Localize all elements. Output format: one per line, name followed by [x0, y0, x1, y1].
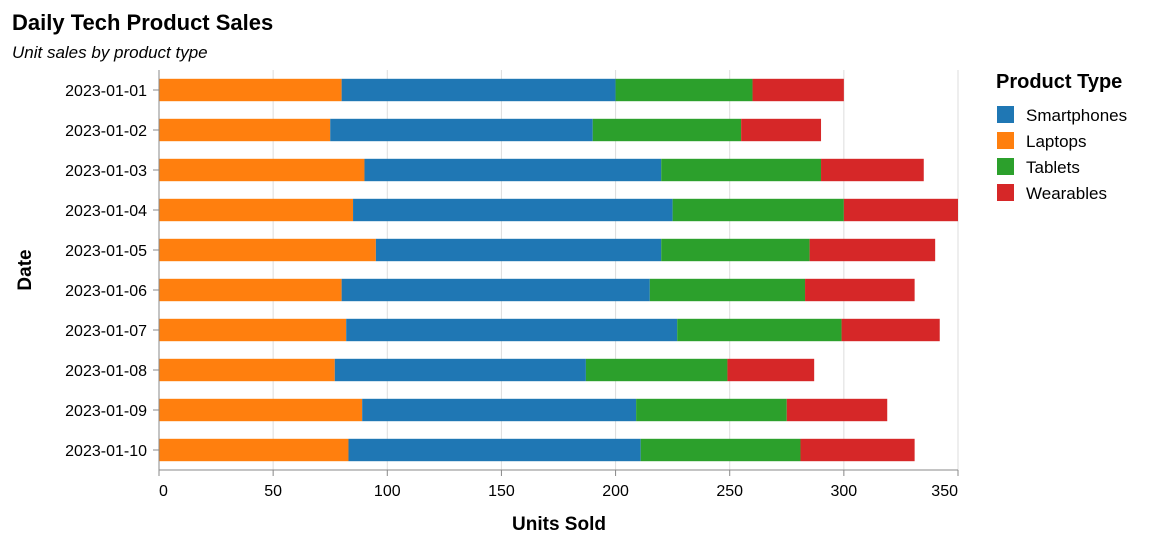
bar-tablets-2023-01-01: [615, 78, 753, 102]
bars: [159, 78, 958, 462]
bar-laptops-2023-01-01: [159, 78, 342, 102]
bar-wearables-2023-01-10: [800, 438, 915, 462]
legend-swatch-wearables: [997, 184, 1014, 201]
bar-smartphones-2023-01-04: [353, 198, 673, 222]
bar-tablets-2023-01-06: [649, 278, 806, 302]
y-tick-label: 2023-01-09: [65, 403, 147, 420]
legend: Product Type Smartphones Laptops Tablets We…: [996, 71, 1127, 203]
bar-smartphones-2023-01-10: [348, 438, 641, 462]
y-tick-label: 2023-01-07: [65, 323, 147, 340]
bar-tablets-2023-01-09: [636, 398, 787, 422]
y-axis-title: Date: [15, 249, 36, 290]
bar-wearables-2023-01-07: [841, 318, 940, 342]
bar-laptops-2023-01-08: [159, 358, 335, 382]
bar-smartphones-2023-01-08: [334, 358, 586, 382]
bar-tablets-2023-01-02: [592, 118, 742, 142]
chart-title: Daily Tech Product Sales: [12, 10, 273, 35]
bar-tablets-2023-01-07: [677, 318, 842, 342]
bar-laptops-2023-01-10: [159, 438, 349, 462]
bar-tablets-2023-01-08: [585, 358, 728, 382]
bar-smartphones-2023-01-03: [364, 158, 662, 182]
bar-wearables-2023-01-09: [786, 398, 888, 422]
bar-laptops-2023-01-06: [159, 278, 342, 302]
x-axis-title: Units Sold: [512, 514, 606, 535]
y-tick-label: 2023-01-04: [65, 203, 147, 220]
bar-laptops-2023-01-03: [159, 158, 365, 182]
x-tick-label: 200: [602, 483, 629, 500]
bar-laptops-2023-01-07: [159, 318, 347, 342]
legend-swatch-smartphones: [997, 106, 1014, 123]
x-tick-label: 300: [831, 483, 858, 500]
x-axis: 0 50 100 150 200 250 300 350: [158, 469, 959, 500]
y-tick-label: 2023-01-08: [65, 363, 147, 380]
bar-tablets-2023-01-10: [640, 438, 801, 462]
bar-smartphones-2023-01-06: [341, 278, 650, 302]
y-tick-label: 2023-01-03: [65, 163, 147, 180]
bar-laptops-2023-01-02: [159, 118, 331, 142]
bar-wearables-2023-01-06: [805, 278, 915, 302]
x-tick-label: 350: [931, 483, 958, 500]
bar-wearables-2023-01-02: [741, 118, 822, 142]
y-tick-label: 2023-01-10: [65, 443, 147, 460]
bar-tablets-2023-01-04: [672, 198, 844, 222]
x-tick-label: 250: [716, 483, 743, 500]
bar-laptops-2023-01-09: [159, 398, 363, 422]
legend-label-laptops: Laptops: [1026, 132, 1087, 151]
legend-swatch-laptops: [997, 132, 1014, 149]
bar-tablets-2023-01-03: [661, 158, 822, 182]
bar-smartphones-2023-01-05: [375, 238, 662, 262]
x-tick-label: 150: [488, 483, 515, 500]
bar-wearables-2023-01-04: [843, 198, 958, 222]
y-tick-label: 2023-01-06: [65, 283, 147, 300]
bar-laptops-2023-01-05: [159, 238, 376, 262]
legend-label-wearables: Wearables: [1026, 184, 1107, 203]
x-tick-label: 0: [159, 483, 168, 500]
y-tick-label: 2023-01-05: [65, 243, 147, 260]
bar-wearables-2023-01-05: [809, 238, 936, 262]
y-tick-label: 2023-01-01: [65, 83, 147, 100]
y-tick-label: 2023-01-02: [65, 123, 147, 140]
legend-title: Product Type: [996, 71, 1122, 93]
bar-wearables-2023-01-03: [821, 158, 924, 182]
bar-wearables-2023-01-01: [752, 78, 844, 102]
bar-smartphones-2023-01-09: [362, 398, 637, 422]
legend-label-tablets: Tablets: [1026, 158, 1080, 177]
bar-smartphones-2023-01-02: [330, 118, 593, 142]
x-tick-label: 100: [374, 483, 401, 500]
legend-label-smartphones: Smartphones: [1026, 106, 1127, 125]
bar-laptops-2023-01-04: [159, 198, 354, 222]
chart-subtitle: Unit sales by product type: [12, 43, 208, 62]
legend-swatch-tablets: [997, 158, 1014, 175]
bar-smartphones-2023-01-07: [346, 318, 678, 342]
bar-tablets-2023-01-05: [661, 238, 810, 262]
y-axis: 2023-01-01 2023-01-02 2023-01-03 2023-01-04…: [65, 70, 160, 470]
bar-wearables-2023-01-08: [727, 358, 815, 382]
x-tick-label: 50: [264, 483, 282, 500]
bar-smartphones-2023-01-01: [341, 78, 616, 102]
